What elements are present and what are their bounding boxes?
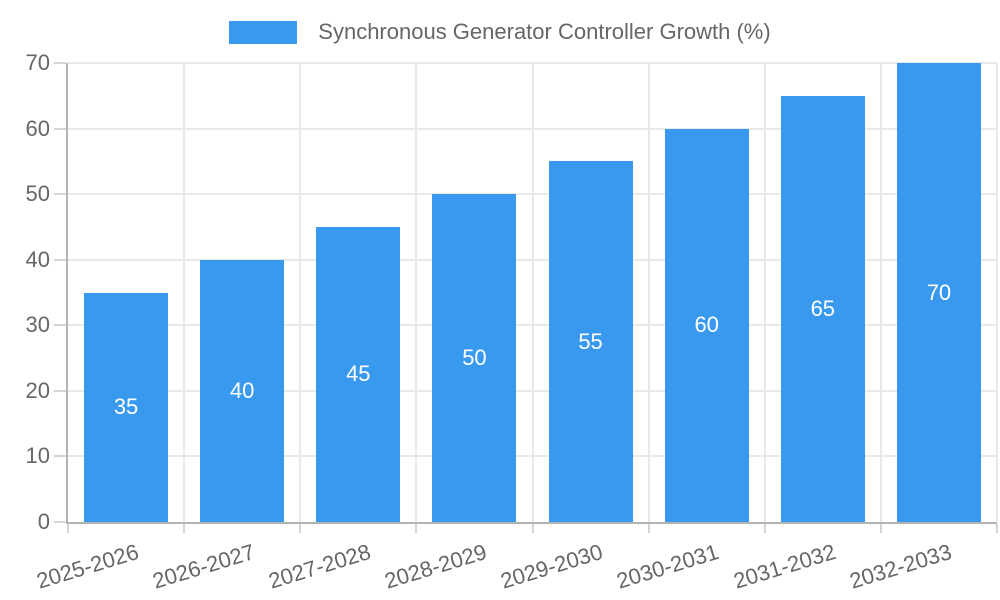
v-gridline xyxy=(415,63,418,522)
y-axis-tick-label: 30 xyxy=(25,312,50,338)
v-gridline xyxy=(996,63,998,522)
y-tick-mark xyxy=(54,455,66,458)
y-tick-mark xyxy=(54,127,66,130)
bar-value-label: 55 xyxy=(578,328,603,354)
bar[interactable]: 65 xyxy=(780,95,865,522)
v-gridline xyxy=(647,63,650,522)
y-axis-tick-label: 70 xyxy=(25,50,50,75)
bar-value-label: 35 xyxy=(113,394,139,420)
y-tick-mark xyxy=(54,389,66,392)
x-tick-mark xyxy=(531,524,534,533)
x-axis-label: 2028-2029 xyxy=(381,539,490,594)
x-axis-label: 2029-2030 xyxy=(497,539,606,594)
y-tick-mark xyxy=(54,258,66,261)
x-tick-mark xyxy=(183,524,186,533)
bar[interactable]: 40 xyxy=(200,259,285,522)
bar-value-label: 70 xyxy=(926,279,952,305)
bar[interactable]: 60 xyxy=(664,128,749,522)
y-tick-mark xyxy=(54,521,66,523)
x-axis-line xyxy=(66,522,997,524)
x-tick-mark xyxy=(67,524,69,533)
x-axis-label: 2027-2028 xyxy=(265,539,374,594)
bar-value-label: 65 xyxy=(810,295,836,321)
x-tick-mark xyxy=(299,524,302,533)
legend-label: Synchronous Generator Controller Growth … xyxy=(318,19,771,44)
bar[interactable]: 70 xyxy=(896,63,981,522)
bar[interactable]: 35 xyxy=(84,292,169,522)
x-axis-label: 2031-2032 xyxy=(730,539,839,594)
chart-legend: Synchronous Generator Controller Growth … xyxy=(0,19,1000,45)
y-axis-tick-label: 0 xyxy=(37,509,50,534)
bar-value-label: 45 xyxy=(346,361,371,387)
y-axis-line xyxy=(66,63,68,522)
bar-value-label: 50 xyxy=(462,345,487,371)
x-axis-label: 2026-2027 xyxy=(149,539,258,594)
v-gridline xyxy=(763,63,766,522)
y-axis-tick-label: 60 xyxy=(25,115,50,141)
bar[interactable]: 45 xyxy=(316,226,401,522)
y-axis-tick-label: 10 xyxy=(25,443,50,469)
bar-value-label: 60 xyxy=(694,312,719,338)
v-gridline xyxy=(299,63,302,522)
x-tick-mark xyxy=(415,524,418,533)
v-gridline xyxy=(879,63,882,522)
x-axis-label: 2025-2026 xyxy=(33,539,142,594)
y-axis-tick-label: 50 xyxy=(25,181,50,207)
v-gridline xyxy=(531,63,534,522)
legend-swatch-icon xyxy=(229,20,298,44)
x-tick-mark xyxy=(879,524,882,533)
x-axis-label: 2032-2033 xyxy=(846,539,955,594)
legend-item[interactable]: Synchronous Generator Controller Growth … xyxy=(229,19,771,45)
bar-value-label: 40 xyxy=(229,377,255,403)
y-tick-mark xyxy=(54,193,66,196)
x-tick-mark xyxy=(763,524,766,533)
y-axis-tick-label: 20 xyxy=(25,377,50,403)
x-axis-label: 2030-2031 xyxy=(614,539,722,594)
y-axis-tick-label: 40 xyxy=(25,246,50,272)
x-tick-mark xyxy=(996,524,998,533)
y-tick-mark xyxy=(54,62,66,64)
x-tick-mark xyxy=(647,524,650,533)
bar[interactable]: 50 xyxy=(432,194,517,522)
y-tick-mark xyxy=(54,324,66,327)
v-gridline xyxy=(183,63,186,522)
bar[interactable]: 55 xyxy=(548,161,633,522)
